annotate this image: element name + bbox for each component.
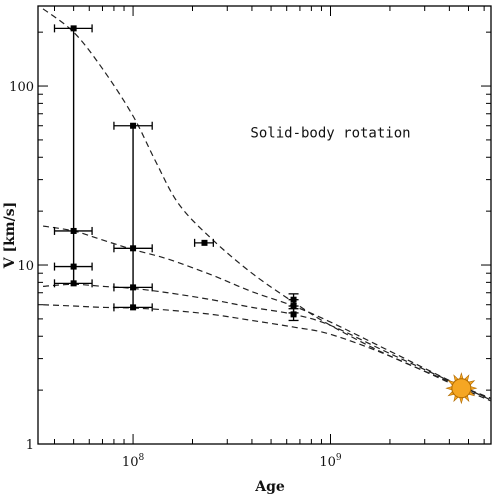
data-point [290,303,297,310]
data-point [130,284,137,291]
x-axis-label: Age [254,479,285,495]
x-tick-label-exponent: 8 [138,453,144,463]
data-point [70,25,77,32]
plot-frame-group [37,5,492,445]
sun-ray [470,386,478,391]
y-axis-label: V [km/s] [2,202,18,270]
x-tick-label: 108 [122,453,145,470]
model-curve-3 [43,283,492,401]
sun-disc [451,378,472,399]
data-point [70,263,77,270]
annotation-solid-body-rotation: Solid-body rotation [250,126,410,142]
x-tick-label: 109 [319,453,342,470]
data-point [130,122,137,129]
data-point [290,311,297,318]
plot-frame [37,5,492,445]
sun-ray [445,386,453,391]
y-tick-label: 100 [9,80,34,95]
data-point [130,304,137,311]
y-tick-label: 10 [17,259,34,274]
model-curve-1 [42,8,492,399]
sun-ray [459,397,464,405]
sun-marker-group [445,372,478,405]
data-point [70,227,77,234]
sun-ray [459,372,464,380]
sun-icon [445,372,478,405]
data-points [53,24,299,322]
x-tick-label-exponent: 9 [336,453,342,463]
data-point [70,280,77,287]
x-tick-label-base: 10 [122,455,139,470]
data-point [130,245,137,252]
model-curve-2 [42,225,492,400]
x-tick-label-base: 10 [319,455,336,470]
data-point [201,239,208,246]
y-tick-label: 1 [26,438,34,453]
axis-ticks [38,6,491,445]
vertical-ranges [72,28,134,308]
model-curves [42,8,492,402]
model-curve-4 [43,304,492,402]
